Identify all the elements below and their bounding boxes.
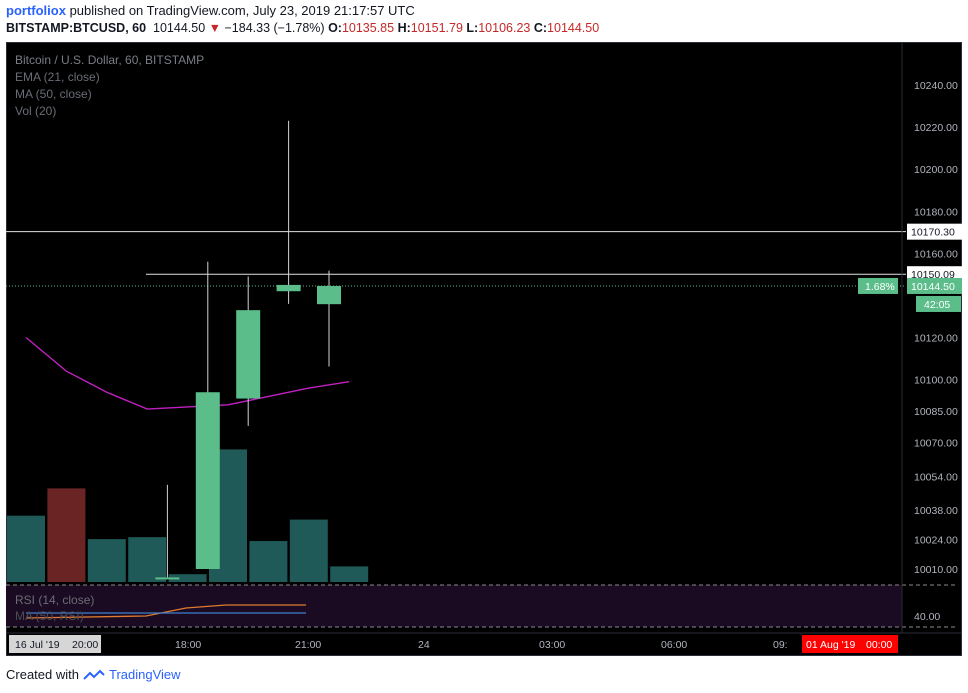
high-value: 10151.79 — [410, 21, 463, 35]
y-tick-label: 10010.00 — [914, 564, 958, 576]
countdown-badge — [916, 295, 961, 312]
x-tick-label: 03:00 — [539, 639, 565, 651]
y-tick-label: 10085.00 — [914, 406, 958, 418]
open-label: O: — [328, 21, 342, 35]
volume-bar — [168, 574, 207, 582]
y-tick-label: 10240.00 — [914, 80, 958, 92]
volume-bar — [7, 515, 45, 582]
price-chart[interactable]: 10240.00 10220.00 10200.00 10180.00 10160.00… — [6, 42, 962, 656]
x-tick-label: 09: — [773, 639, 788, 651]
tradingview-logo-icon — [83, 669, 105, 680]
y-tick-label: 10180.00 — [914, 206, 958, 218]
y-tick-label: 10024.00 — [914, 535, 958, 547]
publish-line: portfoliox published on TradingView.com,… — [6, 3, 415, 18]
volume-bar — [330, 566, 369, 582]
author-link[interactable]: portfoliox — [6, 3, 66, 18]
symbol-line: BITSTAMP:BTCUSD, 60 10144.50 ▼ −184.33 (… — [6, 21, 599, 35]
created-with-label: Created with — [6, 667, 79, 682]
open-value: 10135.85 — [341, 21, 395, 35]
candle-body — [236, 310, 261, 399]
rsi-label: RSI (14, close) — [15, 593, 94, 607]
y-tick-label: 10038.00 — [914, 505, 958, 517]
change-text: −184.33 (−1.78%) — [224, 21, 325, 35]
candle-body — [317, 285, 341, 305]
cursor-date: 16 Jul '19 — [15, 639, 60, 651]
last-price-badge-text: 10144.50 — [911, 281, 955, 293]
last-price-text: 10144.50 — [153, 21, 206, 35]
volume-bar — [249, 541, 288, 582]
y-tick-label: 10220.00 — [914, 122, 958, 134]
y-tick-label: 10200.00 — [914, 164, 958, 176]
rsi-ma-label: MA (50, RSI) — [15, 609, 84, 623]
y-tick-label: 10100.00 — [914, 375, 958, 387]
x-tick-label: 21:00 — [295, 639, 321, 651]
candle-body — [195, 392, 220, 569]
cursor-time: 20:00 — [72, 639, 98, 651]
tradingview-brand[interactable]: TradingView — [108, 667, 181, 682]
chart-title: Bitcoin / U.S. Dollar, 60, BITSTAMP — [15, 53, 204, 67]
y-tick-label: 10160.00 — [914, 248, 958, 260]
h-line-label: 10170.30 — [911, 227, 955, 239]
volume-bar — [128, 537, 167, 582]
close-label: C: — [533, 21, 548, 35]
percent-badge — [858, 277, 898, 294]
volume-bar — [87, 539, 126, 582]
symbol-name: BITSTAMP:BTCUSD, 60 — [6, 21, 147, 35]
candle-body — [155, 577, 180, 580]
indicator-label: Vol (20) — [15, 104, 56, 118]
footer: Created with TradingView — [6, 667, 181, 682]
percent-badge-text: 1.68% — [865, 281, 895, 293]
indicator-label: EMA (21, close) — [15, 70, 100, 84]
ema-line — [25, 336, 350, 410]
range-end-date: 01 Aug '19 — [806, 639, 855, 651]
h-line-label-box — [907, 223, 962, 240]
volume-bar — [47, 488, 86, 582]
x-tick-label: 24 — [418, 639, 430, 651]
low-value: 10106.23 — [478, 21, 531, 35]
y-tick-label: 10054.00 — [914, 471, 958, 483]
x-tick-label: 06:00 — [661, 639, 687, 651]
indicator-label: MA (50, close) — [15, 87, 92, 101]
y-tick-label: 10120.00 — [914, 333, 958, 345]
rsi-tick-label: 40.00 — [914, 611, 940, 623]
cursor-time-badge — [9, 635, 101, 653]
rsi-pane — [6, 585, 902, 627]
y-tick-label: 10070.00 — [914, 438, 958, 450]
x-tick-label: 18:00 — [175, 639, 201, 651]
down-arrow-icon: ▼ — [208, 21, 222, 35]
high-label: H: — [397, 21, 411, 35]
volume-bar — [289, 519, 328, 582]
close-value: 10144.50 — [547, 21, 600, 35]
low-label: L: — [466, 21, 479, 35]
candle-body — [276, 284, 301, 292]
rsi-line — [25, 604, 306, 619]
countdown-badge-text: 42:05 — [924, 299, 950, 311]
range-end-badge — [802, 635, 898, 653]
range-end-time: 00:00 — [866, 639, 892, 651]
last-price-badge — [907, 277, 962, 294]
publish-info: published on TradingView.com, July 23, 2… — [69, 3, 415, 18]
